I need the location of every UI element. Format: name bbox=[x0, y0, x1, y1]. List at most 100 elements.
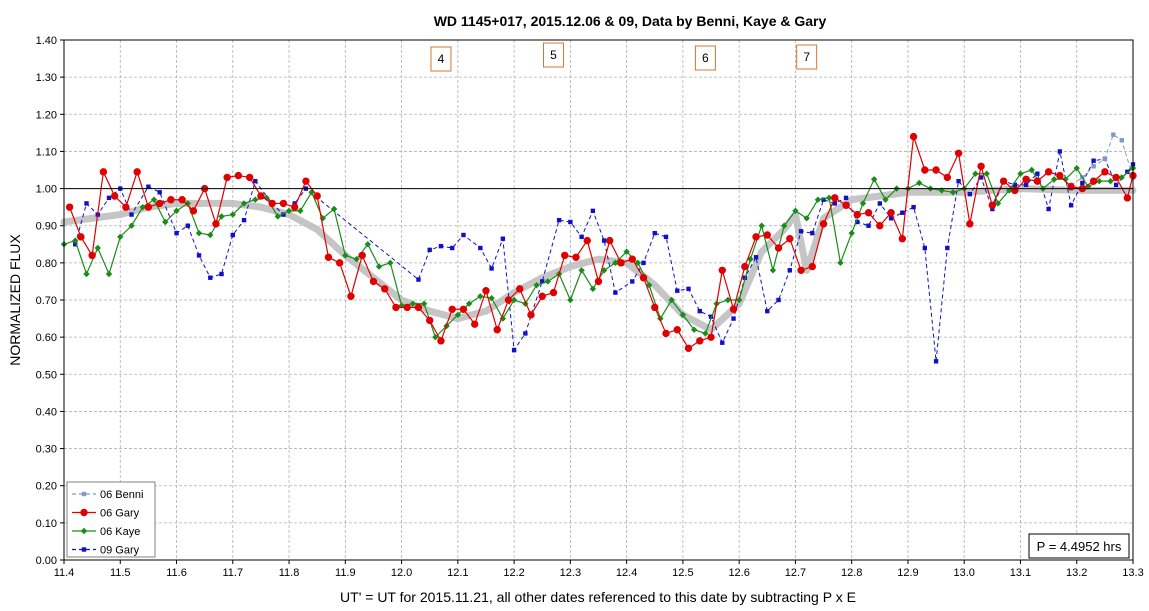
data-point bbox=[414, 303, 423, 312]
y-tick-label: 0.10 bbox=[36, 518, 57, 530]
data-point bbox=[600, 267, 608, 274]
data-point bbox=[679, 311, 687, 319]
data-point bbox=[978, 175, 984, 180]
data-point bbox=[253, 178, 258, 184]
data-point bbox=[832, 201, 838, 206]
x-tick-label: 13.0 bbox=[953, 567, 974, 579]
legend-marker bbox=[80, 508, 88, 517]
data-point bbox=[392, 303, 400, 312]
data-point bbox=[657, 315, 664, 322]
data-point bbox=[229, 211, 236, 218]
data-point bbox=[606, 236, 614, 245]
data-point bbox=[219, 271, 224, 277]
data-point bbox=[821, 197, 826, 202]
data-point bbox=[977, 162, 985, 170]
y-tick-label: 0.00 bbox=[36, 555, 57, 567]
data-point bbox=[263, 194, 270, 202]
data-point bbox=[128, 222, 135, 229]
data-point bbox=[245, 173, 254, 182]
data-point bbox=[966, 220, 974, 228]
data-point bbox=[720, 340, 725, 345]
data-point bbox=[639, 274, 648, 282]
data-point bbox=[663, 234, 669, 240]
data-point bbox=[450, 245, 455, 251]
data-point bbox=[1056, 171, 1064, 180]
data-point bbox=[1123, 194, 1132, 202]
data-point bbox=[786, 235, 794, 243]
x-tick-label: 12.8 bbox=[841, 567, 862, 579]
data-point bbox=[208, 275, 213, 280]
data-point bbox=[1028, 166, 1035, 174]
data-point bbox=[459, 305, 468, 313]
data-point bbox=[922, 245, 928, 251]
data-point bbox=[184, 200, 191, 207]
data-point bbox=[859, 200, 867, 207]
data-point bbox=[516, 285, 524, 293]
x-tick-label: 12.1 bbox=[447, 567, 468, 579]
y-tick-label: 0.50 bbox=[36, 369, 57, 381]
data-point bbox=[426, 316, 434, 325]
data-point bbox=[493, 326, 501, 334]
data-point bbox=[196, 253, 202, 258]
data-point bbox=[628, 255, 636, 263]
data-point bbox=[279, 199, 288, 208]
y-tick-labels: 0.00 0.10 0.20 0.30 0.40 0.50 0.60 0.70 0.80 0.90… bbox=[36, 35, 57, 567]
data-point bbox=[1023, 182, 1029, 188]
data-point bbox=[651, 303, 659, 312]
data-point bbox=[454, 311, 462, 319]
data-point bbox=[438, 243, 444, 249]
data-point bbox=[448, 305, 456, 313]
data-point bbox=[285, 207, 293, 215]
data-point bbox=[864, 209, 873, 217]
data-point bbox=[675, 288, 680, 293]
data-point bbox=[94, 244, 101, 252]
data-point bbox=[983, 170, 990, 177]
data-point bbox=[527, 311, 535, 319]
data-point bbox=[1057, 149, 1063, 154]
data-point bbox=[808, 262, 816, 271]
data-point bbox=[1046, 206, 1051, 212]
event-box bbox=[694, 45, 716, 71]
data-point bbox=[110, 192, 119, 200]
y-tick-label: 1.30 bbox=[36, 72, 57, 84]
data-point bbox=[803, 215, 810, 222]
data-point bbox=[105, 270, 113, 278]
y-tick-label: 0.20 bbox=[36, 481, 57, 493]
event-label: 7 bbox=[803, 50, 810, 64]
data-point bbox=[686, 286, 691, 292]
y-tick-label: 1.10 bbox=[36, 146, 57, 158]
data-point bbox=[567, 296, 574, 304]
data-point bbox=[268, 199, 276, 208]
data-point bbox=[994, 200, 1002, 207]
data-point bbox=[500, 236, 506, 241]
data-point bbox=[613, 290, 618, 295]
data-point bbox=[1022, 175, 1030, 183]
data-point bbox=[381, 285, 389, 293]
data-point bbox=[1051, 176, 1058, 183]
data-point bbox=[718, 266, 726, 274]
data-point bbox=[292, 201, 297, 206]
data-point bbox=[909, 132, 918, 141]
data-point bbox=[549, 288, 558, 297]
x-tick-label: 12.4 bbox=[616, 567, 637, 579]
x-tick-label: 11.8 bbox=[279, 567, 300, 579]
data-point bbox=[594, 277, 603, 286]
data-point bbox=[189, 207, 198, 215]
data-point bbox=[257, 192, 265, 200]
data-point bbox=[538, 292, 546, 300]
y-tick-label: 1.20 bbox=[36, 109, 57, 121]
event-label: 6 bbox=[702, 51, 709, 65]
data-point bbox=[342, 252, 349, 259]
data-point bbox=[510, 296, 518, 304]
data-point bbox=[990, 206, 995, 212]
data-point bbox=[218, 213, 225, 220]
data-point bbox=[797, 266, 805, 274]
data-point bbox=[888, 216, 894, 221]
data-point bbox=[1091, 164, 1096, 169]
data-point bbox=[1113, 182, 1119, 188]
data-point bbox=[358, 251, 366, 260]
y-tick-label: 0.90 bbox=[36, 221, 57, 233]
data-point bbox=[488, 294, 495, 302]
data-point bbox=[843, 195, 849, 201]
